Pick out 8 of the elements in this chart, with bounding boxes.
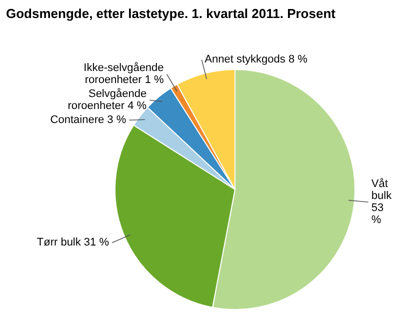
slice-label: Containere 3 % <box>50 114 126 126</box>
chart-title: Godsmengde, etter lastetype. 1. kvartal 2011. Prosent <box>5 5 336 23</box>
slice-label: Selvgående roroenheter 4 % <box>68 88 147 112</box>
data-label: 53 % <box>371 202 384 226</box>
slice-label: Tørr bulk 31 % <box>36 236 110 249</box>
slice-label: Ikke-selvgående roroenheter 1 % <box>84 62 164 86</box>
slice-label: Våt bulk <box>371 178 392 202</box>
slice-label: Annet stykkgods 8 % <box>204 54 308 66</box>
